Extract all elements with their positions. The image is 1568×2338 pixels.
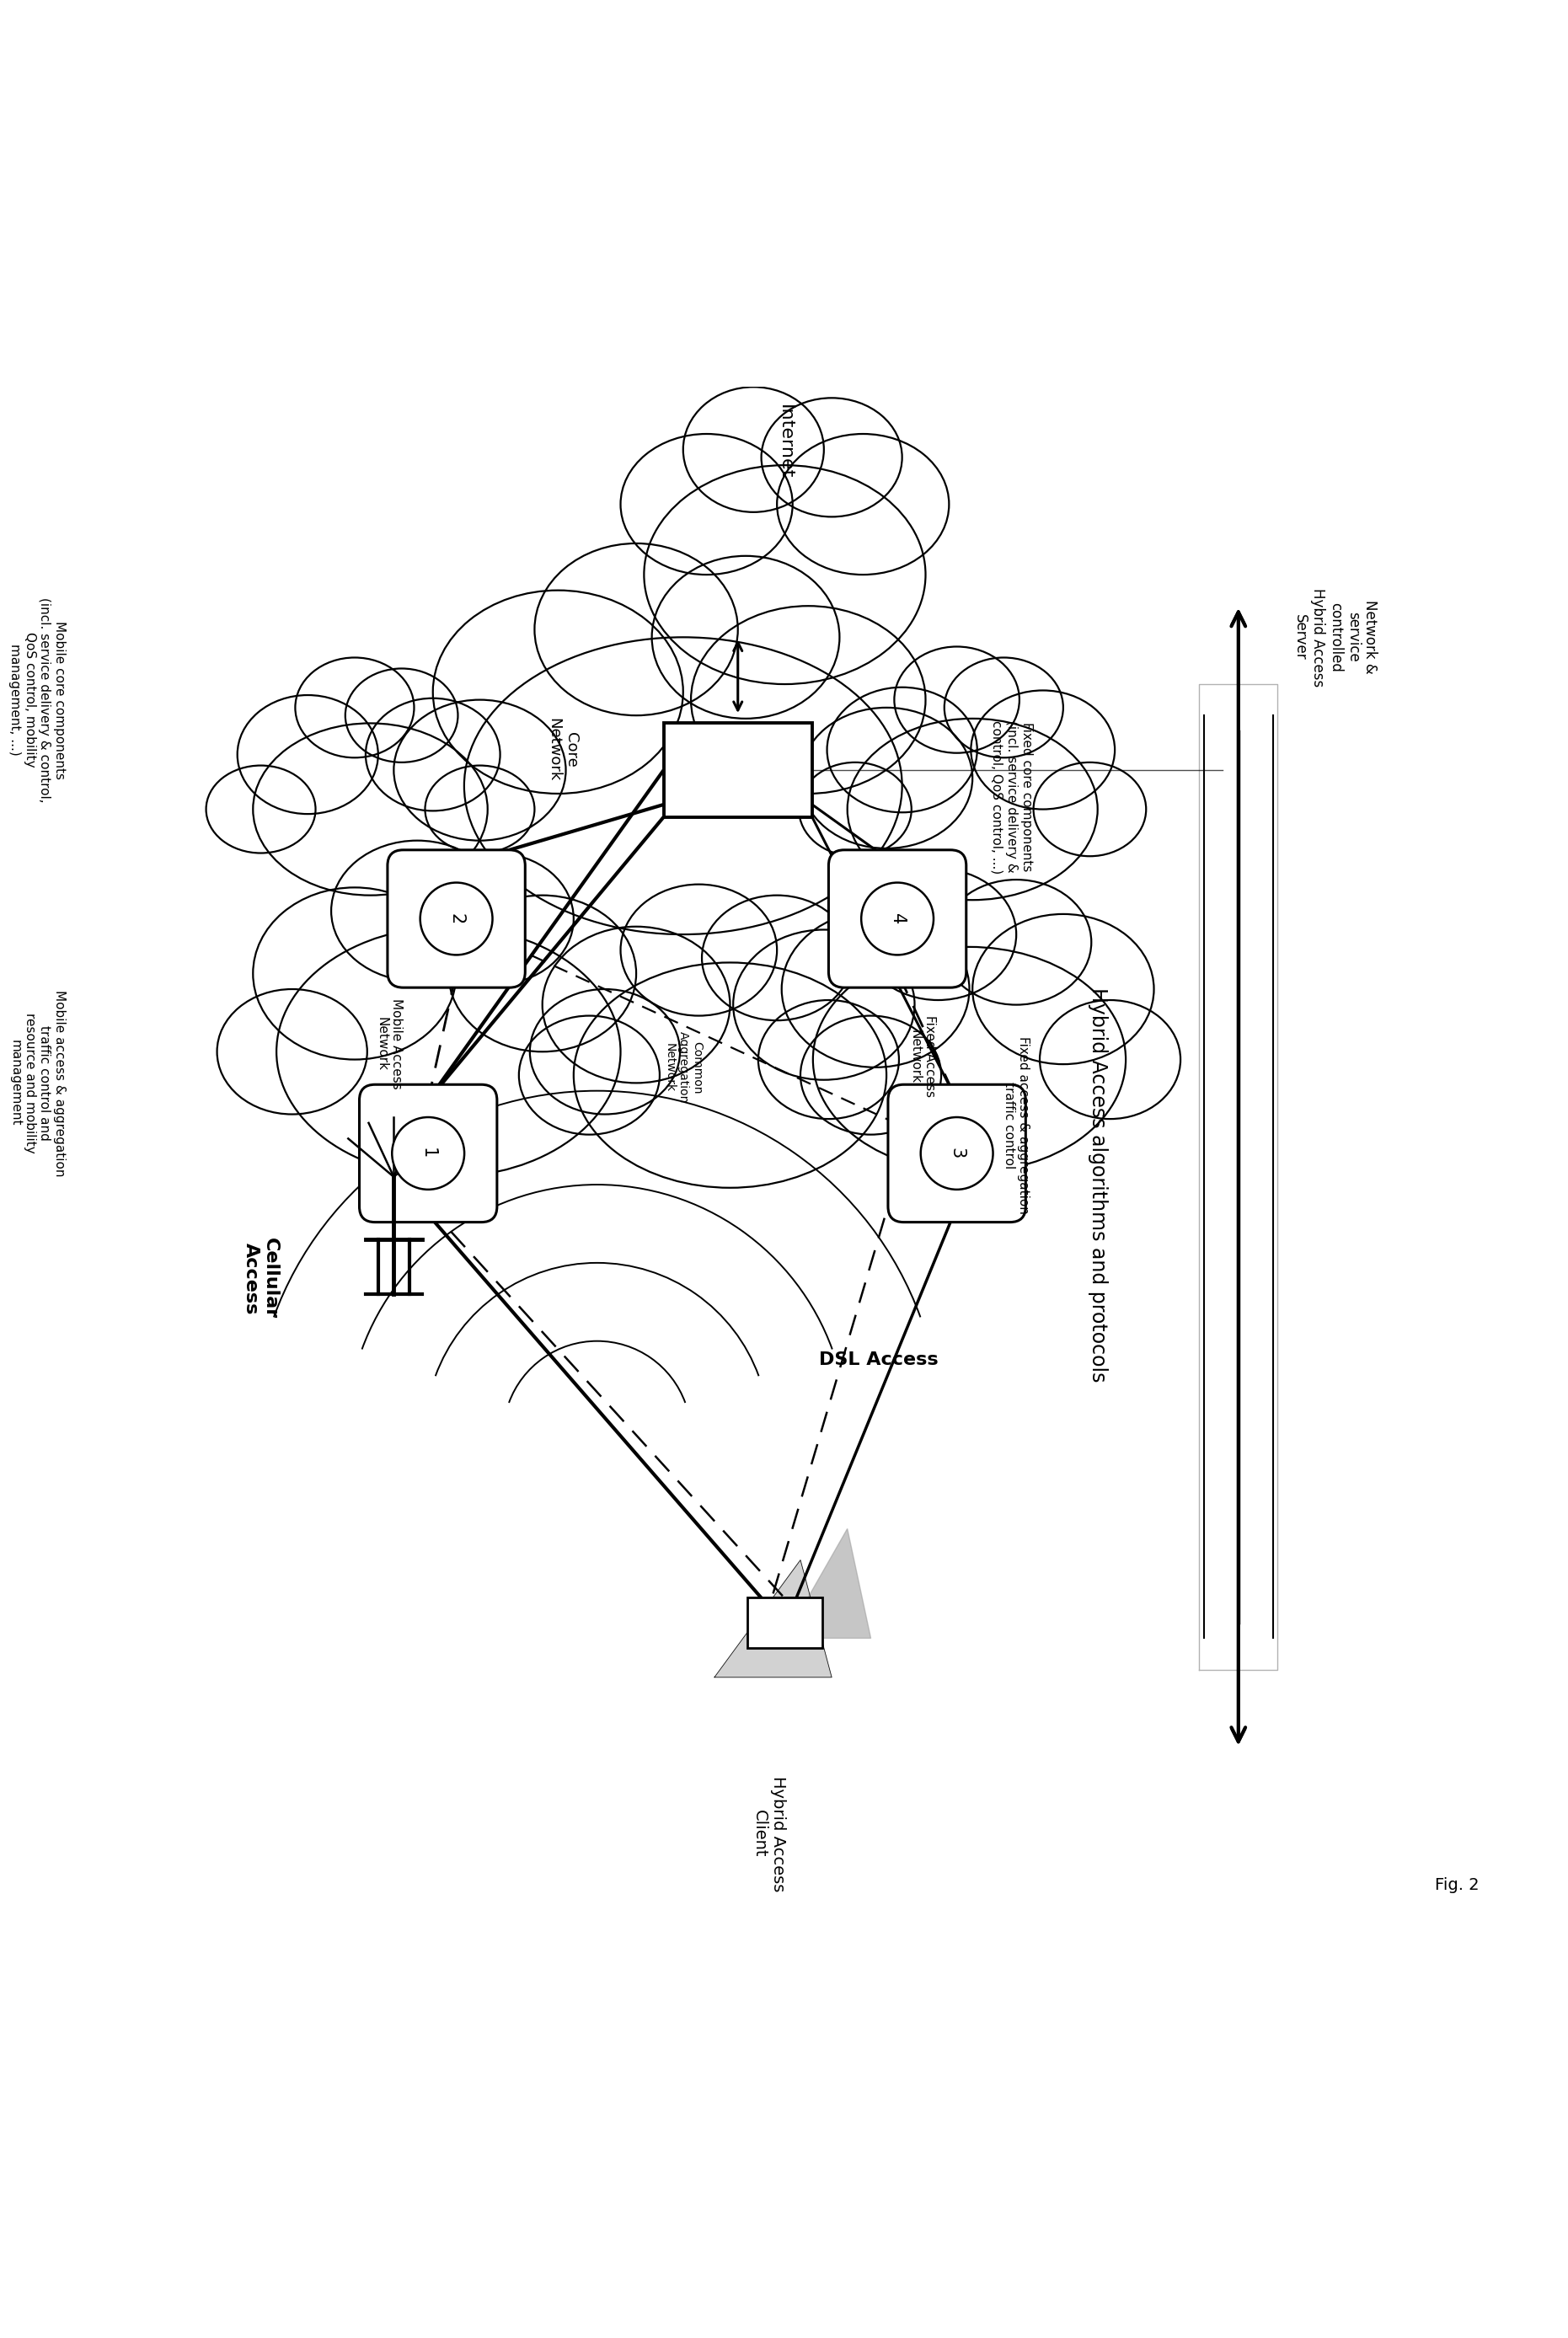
Ellipse shape xyxy=(800,1015,941,1134)
FancyBboxPatch shape xyxy=(748,1597,822,1648)
Text: Common
Aggregation
Network: Common Aggregation Network xyxy=(663,1031,702,1104)
Text: Mobile access & aggregation
traffic control and
resource and mobility
management: Mobile access & aggregation traffic cont… xyxy=(9,989,66,1176)
Text: Fig. 2: Fig. 2 xyxy=(1435,1877,1480,1894)
Ellipse shape xyxy=(652,556,839,718)
Ellipse shape xyxy=(574,963,886,1188)
Ellipse shape xyxy=(798,762,911,856)
Ellipse shape xyxy=(448,895,637,1052)
Ellipse shape xyxy=(519,1015,660,1134)
Ellipse shape xyxy=(644,465,925,685)
FancyBboxPatch shape xyxy=(359,1085,497,1223)
Ellipse shape xyxy=(345,669,458,762)
Ellipse shape xyxy=(621,435,792,575)
FancyBboxPatch shape xyxy=(663,722,812,816)
Ellipse shape xyxy=(394,699,566,842)
Ellipse shape xyxy=(535,542,739,715)
Ellipse shape xyxy=(252,722,488,895)
Text: Mobile Access
Network: Mobile Access Network xyxy=(375,998,403,1090)
Ellipse shape xyxy=(543,926,731,1082)
Ellipse shape xyxy=(205,765,315,853)
Ellipse shape xyxy=(944,657,1063,758)
Polygon shape xyxy=(715,1559,831,1676)
FancyBboxPatch shape xyxy=(387,851,525,987)
Ellipse shape xyxy=(252,888,456,1059)
Text: Fixed core components
(incl. service delivery &
control, QoS control, ...): Fixed core components (incl. service del… xyxy=(991,720,1033,874)
Circle shape xyxy=(861,884,933,954)
Ellipse shape xyxy=(530,989,681,1115)
Ellipse shape xyxy=(826,687,977,811)
Ellipse shape xyxy=(276,926,621,1176)
Ellipse shape xyxy=(941,879,1091,1005)
Ellipse shape xyxy=(800,708,972,849)
Text: Hybrid Access
Client: Hybrid Access Client xyxy=(753,1777,787,1891)
Circle shape xyxy=(920,1118,993,1190)
Text: Cellular
Access: Cellular Access xyxy=(243,1237,279,1319)
Ellipse shape xyxy=(621,884,778,1015)
Text: DSL Access: DSL Access xyxy=(818,1351,938,1368)
Circle shape xyxy=(392,1118,464,1190)
Ellipse shape xyxy=(464,638,902,935)
Ellipse shape xyxy=(972,914,1154,1064)
Ellipse shape xyxy=(859,870,1016,1001)
Ellipse shape xyxy=(684,388,823,512)
Ellipse shape xyxy=(894,648,1019,753)
Text: 4: 4 xyxy=(889,914,906,924)
Polygon shape xyxy=(786,1529,870,1639)
Ellipse shape xyxy=(734,931,914,1080)
Ellipse shape xyxy=(365,699,500,811)
Text: Core
Network: Core Network xyxy=(546,718,579,781)
Text: Mobile core components
(incl. service delivery & control,
QoS control, mobility
: Mobile core components (incl. service de… xyxy=(9,596,66,802)
Ellipse shape xyxy=(759,1001,898,1120)
Ellipse shape xyxy=(691,606,925,793)
Ellipse shape xyxy=(971,690,1115,809)
FancyBboxPatch shape xyxy=(828,851,966,987)
Text: 1: 1 xyxy=(420,1148,436,1160)
Ellipse shape xyxy=(1040,1001,1181,1120)
Text: Internet: Internet xyxy=(776,404,793,479)
Ellipse shape xyxy=(433,589,684,793)
Text: 2: 2 xyxy=(448,914,464,924)
Circle shape xyxy=(420,884,492,954)
Ellipse shape xyxy=(295,657,414,758)
FancyBboxPatch shape xyxy=(887,1085,1025,1223)
Ellipse shape xyxy=(425,765,535,853)
Ellipse shape xyxy=(417,853,574,984)
Text: Hybrid Access algorithms and protocols: Hybrid Access algorithms and protocols xyxy=(1088,987,1107,1382)
Ellipse shape xyxy=(762,397,902,517)
Text: 3: 3 xyxy=(949,1148,966,1160)
Ellipse shape xyxy=(1033,762,1146,856)
Ellipse shape xyxy=(847,718,1098,900)
Text: Network &
service
controlled
Hybrid Access
Server: Network & service controlled Hybrid Acce… xyxy=(1292,587,1378,687)
Ellipse shape xyxy=(331,842,503,982)
Text: Fixed Access
Network: Fixed Access Network xyxy=(909,1015,936,1097)
Text: Fixed access & aggregation
traffic control: Fixed access & aggregation traffic contr… xyxy=(1002,1036,1030,1213)
Ellipse shape xyxy=(216,989,367,1115)
Ellipse shape xyxy=(782,912,969,1068)
Ellipse shape xyxy=(702,895,851,1019)
Ellipse shape xyxy=(237,694,378,814)
Ellipse shape xyxy=(778,435,949,575)
Ellipse shape xyxy=(812,947,1126,1171)
